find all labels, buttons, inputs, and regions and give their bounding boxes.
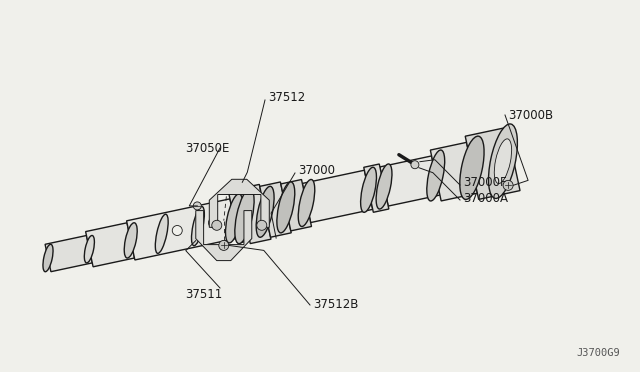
Ellipse shape [124, 223, 137, 258]
Circle shape [411, 161, 419, 169]
Polygon shape [127, 199, 238, 260]
Circle shape [209, 218, 218, 228]
Text: 37000A: 37000A [463, 192, 508, 205]
Ellipse shape [427, 150, 445, 201]
Text: 37511: 37511 [185, 289, 222, 301]
Text: 37000B: 37000B [508, 109, 553, 122]
Polygon shape [86, 223, 134, 267]
Polygon shape [430, 142, 477, 201]
Ellipse shape [376, 164, 392, 209]
Ellipse shape [256, 186, 274, 237]
Ellipse shape [228, 199, 241, 238]
Ellipse shape [225, 194, 243, 243]
Polygon shape [281, 180, 312, 231]
Ellipse shape [488, 124, 517, 198]
Ellipse shape [156, 214, 168, 253]
Ellipse shape [84, 235, 94, 263]
Ellipse shape [360, 167, 376, 212]
Ellipse shape [429, 156, 442, 195]
Polygon shape [465, 127, 520, 199]
Polygon shape [45, 235, 92, 272]
Polygon shape [260, 182, 291, 237]
Text: J3700G9: J3700G9 [576, 348, 620, 358]
Polygon shape [239, 185, 271, 244]
Polygon shape [302, 170, 372, 222]
Circle shape [257, 220, 267, 230]
Circle shape [503, 180, 513, 190]
Polygon shape [209, 179, 269, 227]
Text: 37050E: 37050E [185, 141, 229, 154]
Text: 37512B: 37512B [313, 298, 358, 311]
Ellipse shape [494, 139, 511, 183]
Ellipse shape [235, 189, 254, 244]
Circle shape [219, 240, 228, 250]
Ellipse shape [277, 182, 295, 233]
Polygon shape [196, 211, 252, 261]
Text: 37512: 37512 [268, 90, 305, 103]
Circle shape [172, 225, 182, 235]
Text: 37000: 37000 [298, 164, 335, 176]
Ellipse shape [43, 244, 53, 272]
Text: 37000F: 37000F [463, 176, 507, 189]
Ellipse shape [191, 206, 204, 246]
Circle shape [193, 202, 202, 210]
Circle shape [212, 220, 222, 230]
Polygon shape [380, 156, 440, 206]
Polygon shape [364, 164, 389, 212]
Ellipse shape [298, 179, 315, 227]
Polygon shape [229, 192, 250, 243]
Ellipse shape [463, 142, 481, 193]
Ellipse shape [362, 170, 375, 209]
Ellipse shape [460, 136, 484, 199]
